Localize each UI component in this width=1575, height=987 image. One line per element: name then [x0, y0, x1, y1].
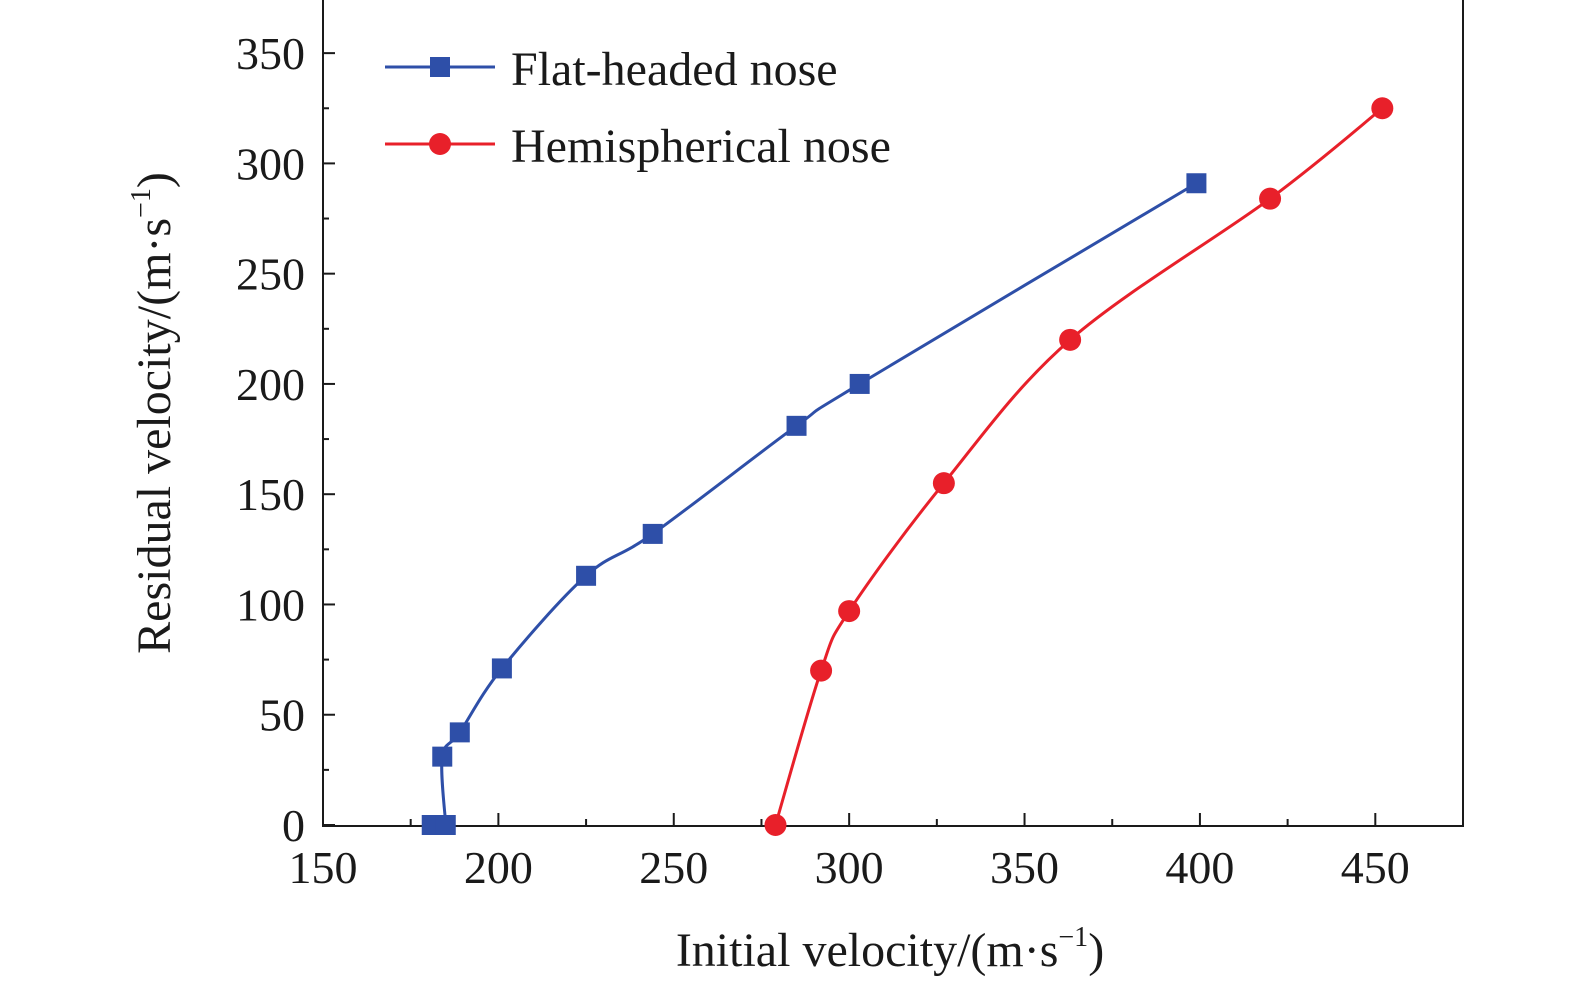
- series-line-flat-headed: [440, 181, 1198, 826]
- series-line-hemispherical: [774, 107, 1384, 826]
- data-point-flat-headed: [576, 565, 597, 586]
- y-axis-title-close: ): [128, 172, 181, 188]
- x-axis-title-close: ): [1088, 924, 1104, 977]
- legend: Flat-headed nose Hemispherical nose: [385, 43, 891, 173]
- data-point-hemispherical: [1371, 97, 1394, 120]
- data-point-hemispherical: [1259, 187, 1282, 210]
- x-axis-title-text: Initial velocity/(m·s: [676, 924, 1059, 977]
- x-tick-label: 300: [815, 842, 884, 893]
- data-point-hemispherical: [838, 600, 861, 623]
- x-tick-label: 150: [289, 842, 358, 893]
- y-tick-label: 250: [236, 249, 305, 300]
- y-tick-label: 50: [259, 690, 305, 741]
- y-axis-title-exponent: −1: [126, 188, 157, 218]
- plot-frame: [322, 0, 1464, 827]
- y-tick-label: 0: [282, 800, 305, 851]
- y-axis-title-text: Residual velocity/(m·s: [128, 218, 181, 654]
- data-point-hemispherical: [810, 659, 833, 682]
- x-axis-title-exponent: −1: [1058, 922, 1088, 953]
- data-point-flat-headed: [491, 658, 512, 679]
- y-tick-label: 300: [236, 138, 305, 189]
- x-tick-label: 350: [990, 842, 1059, 893]
- y-tick-label: 100: [236, 579, 305, 630]
- y-tick-label: 200: [236, 359, 305, 410]
- legend-marker-flat-headed: [430, 57, 450, 77]
- y-tick-label: 350: [236, 28, 305, 79]
- x-tick-label: 200: [464, 842, 533, 893]
- data-point-hemispherical: [1059, 328, 1082, 351]
- legend-label-flat-headed: Flat-headed nose: [511, 43, 838, 96]
- y-axis: 0 50 100 150 200 250 300 350: [236, 28, 335, 851]
- data-point-flat-headed: [1186, 173, 1207, 194]
- legend-entry-flat-headed: Flat-headed nose: [385, 43, 838, 96]
- x-tick-label: 400: [1165, 842, 1234, 893]
- legend-entry-hemispherical: Hemispherical nose: [385, 120, 891, 173]
- data-point-flat-headed: [435, 815, 456, 835]
- data-point-flat-headed: [849, 373, 870, 394]
- series-layer: [421, 97, 1394, 836]
- y-axis-title: Residual velocity/(m·s−1): [126, 172, 181, 654]
- data-point-hemispherical: [764, 814, 787, 836]
- data-point-hemispherical: [932, 472, 955, 495]
- data-point-flat-headed: [642, 523, 663, 544]
- x-tick-label: 250: [639, 842, 708, 893]
- legend-label-hemispherical: Hemispherical nose: [511, 120, 891, 173]
- data-point-flat-headed: [432, 746, 453, 767]
- data-point-flat-headed: [449, 722, 470, 743]
- x-axis-title: Initial velocity/(m·s−1): [676, 922, 1104, 977]
- x-tick-label: 450: [1341, 842, 1410, 893]
- legend-marker-hemispherical: [429, 133, 451, 155]
- data-point-flat-headed: [786, 415, 807, 436]
- x-axis: 150 200 250 300 350 400 450: [289, 813, 1410, 893]
- y-tick-label: 150: [236, 469, 305, 520]
